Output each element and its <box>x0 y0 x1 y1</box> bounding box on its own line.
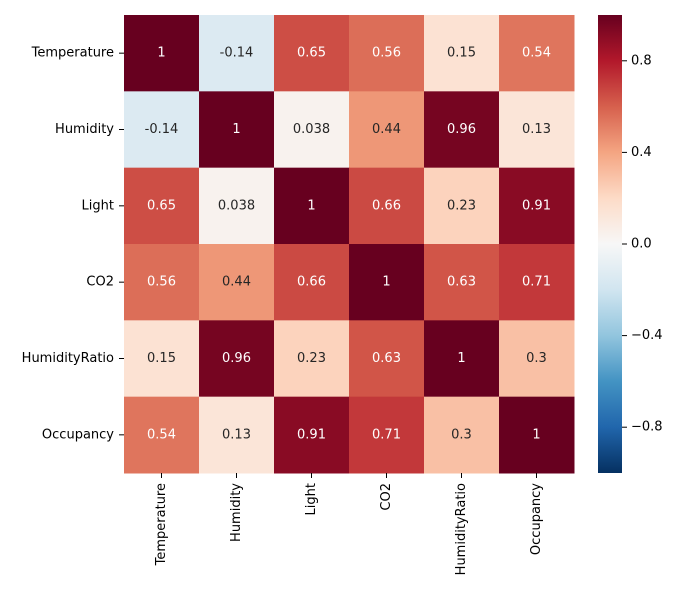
cell-label: 0.3 <box>451 427 472 442</box>
cell-label: -0.14 <box>220 46 254 61</box>
cell-label: 0.65 <box>297 46 326 61</box>
heatmap-cell <box>124 91 200 169</box>
x-tick-label: Temperature <box>154 483 169 566</box>
y-tick-label: Light <box>82 198 114 213</box>
colorbar-tick-label: 0.0 <box>631 237 652 252</box>
heatmap-cell <box>274 167 350 245</box>
cell-label: 0.56 <box>372 46 401 61</box>
y-tick-label: HumidityRatio <box>22 351 114 366</box>
cell-label: 0.44 <box>222 275 251 290</box>
cell-label: 0.65 <box>147 198 176 213</box>
heatmap-cell <box>499 15 575 92</box>
cell-label: -0.14 <box>145 122 179 137</box>
cell-label: 1 <box>157 46 165 61</box>
heatmap-cell <box>349 167 425 245</box>
cell-label: 1 <box>307 198 315 213</box>
heatmap-cell <box>274 244 350 321</box>
cell-label: 0.96 <box>447 122 476 137</box>
heatmap-cell <box>274 15 350 92</box>
heatmap-cell <box>499 167 575 245</box>
cell-label: 1 <box>382 275 390 290</box>
cell-label: 0.96 <box>222 351 251 366</box>
x-tick-label: CO2 <box>379 483 394 511</box>
heatmap-cell <box>274 396 350 474</box>
cell-label: 0.63 <box>372 351 401 366</box>
cell-label: 0.23 <box>447 198 476 213</box>
heatmap-cell <box>499 91 575 169</box>
heatmap-cell <box>499 396 575 474</box>
cell-label: 0.44 <box>372 122 401 137</box>
cell-label: 0.71 <box>372 427 401 442</box>
heatmap-cell <box>499 244 575 321</box>
x-tick-label: Occupancy <box>529 483 544 555</box>
cell-label: 0.91 <box>297 427 326 442</box>
x-tick-label: Humidity <box>229 483 244 542</box>
cell-label: 1 <box>457 351 465 366</box>
cell-label: 0.71 <box>522 275 551 290</box>
heatmap-cell <box>199 15 275 92</box>
heatmap-cell <box>199 396 275 474</box>
cell-label: 0.15 <box>447 46 476 61</box>
cell-label: 0.13 <box>222 427 251 442</box>
y-tick-label: Temperature <box>31 46 114 61</box>
cell-label: 0.66 <box>297 275 326 290</box>
colorbar-tick-label: −0.8 <box>631 420 663 435</box>
cell-label: 0.3 <box>526 351 547 366</box>
cell-label: 0.54 <box>522 46 551 61</box>
cell-label: 0.038 <box>293 122 330 137</box>
heatmap-cell <box>124 396 200 474</box>
heatmap-cell <box>274 91 350 169</box>
x-tick-label: Light <box>304 483 319 515</box>
cell-label: 1 <box>532 427 540 442</box>
heatmap-cell <box>124 244 200 321</box>
heatmap-cell <box>199 320 275 398</box>
heatmap-cell <box>349 91 425 169</box>
cell-label: 0.63 <box>447 275 476 290</box>
cell-label: 0.91 <box>522 198 551 213</box>
y-tick-label: Occupancy <box>42 427 114 442</box>
heatmap-cell <box>124 15 200 92</box>
heatmap-cell <box>199 244 275 321</box>
heatmap-cell <box>349 244 425 321</box>
colorbar-tick-label: 0.8 <box>631 53 652 68</box>
cell-label: 0.66 <box>372 198 401 213</box>
heatmap-cell <box>274 320 350 398</box>
colorbar-tick-label: 0.4 <box>631 145 652 160</box>
cell-label: 0.54 <box>147 427 176 442</box>
heatmap-cell <box>424 91 500 169</box>
heatmap-cell <box>124 320 200 398</box>
heatmap-cell <box>349 320 425 398</box>
heatmap-cell <box>424 15 500 92</box>
cell-label: 0.038 <box>218 198 255 213</box>
cell-label: 0.13 <box>522 122 551 137</box>
heatmap-cell <box>199 91 275 169</box>
heatmap-cell <box>424 167 500 245</box>
heatmap-cell <box>349 15 425 92</box>
heatmap-cell <box>349 396 425 474</box>
heatmap-cell <box>424 396 500 474</box>
y-tick-label: Humidity <box>55 122 114 137</box>
heatmap-cell <box>424 320 500 398</box>
heatmap-cell <box>499 320 575 398</box>
cell-label: 0.15 <box>147 351 176 366</box>
cell-label: 1 <box>232 122 240 137</box>
heatmap-cell <box>424 244 500 321</box>
cell-label: 0.23 <box>297 351 326 366</box>
colorbar <box>598 15 622 473</box>
heatmap-cell <box>199 167 275 245</box>
heatmap-cell <box>124 167 200 245</box>
x-tick-label: HumidityRatio <box>454 483 469 575</box>
y-tick-label: CO2 <box>86 275 114 290</box>
colorbar-tick-label: −0.4 <box>631 328 663 343</box>
cell-label: 0.56 <box>147 275 176 290</box>
